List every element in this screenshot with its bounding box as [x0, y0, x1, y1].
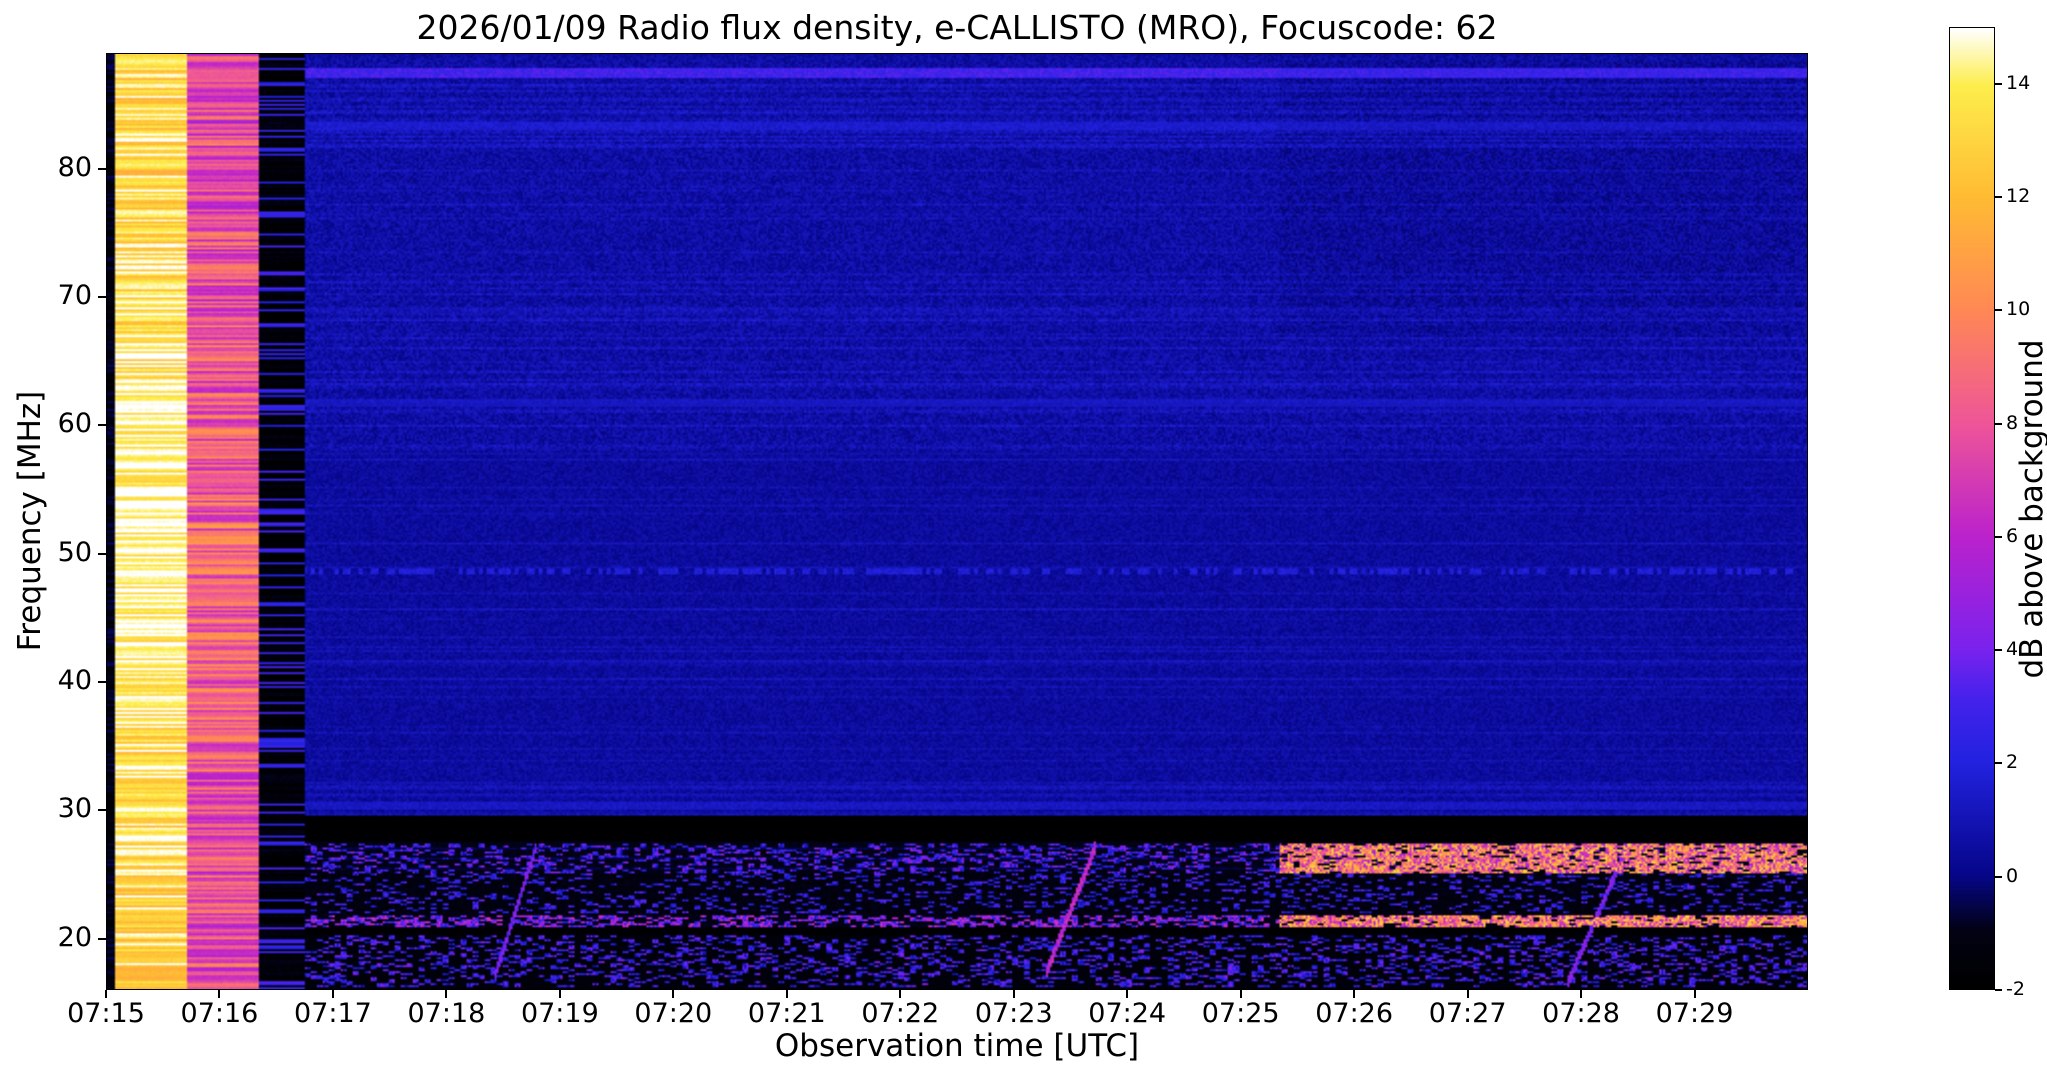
- y-tick-label: 30: [57, 793, 92, 825]
- x-tick-mark: [1239, 990, 1242, 998]
- y-tick-label: 40: [57, 664, 92, 696]
- x-axis-label: Observation time [UTC]: [774, 1028, 1140, 1064]
- x-tick-mark: [899, 990, 902, 998]
- x-tick-mark: [1466, 990, 1469, 998]
- colorbar-tick-label: 2: [2006, 751, 2019, 774]
- x-tick-mark: [1126, 990, 1129, 998]
- x-tick-label: 07:29: [1655, 998, 1734, 1029]
- y-tick-mark: [98, 937, 106, 940]
- x-tick-label: 07:26: [1315, 998, 1394, 1029]
- x-tick-mark: [445, 990, 448, 998]
- x-tick-mark: [672, 990, 675, 998]
- x-tick-mark: [1012, 990, 1015, 998]
- x-tick-label: 07:18: [407, 998, 486, 1029]
- x-tick-label: 07:22: [861, 998, 940, 1029]
- x-tick-label: 07:16: [180, 998, 259, 1029]
- x-tick-mark: [785, 990, 788, 998]
- x-tick-label: 07:27: [1428, 998, 1507, 1029]
- x-tick-mark: [331, 990, 334, 998]
- x-tick-label: 07:19: [520, 998, 599, 1029]
- colorbar-tick-label: 6: [2006, 524, 2019, 547]
- colorbar-label: dB above background: [2014, 339, 2047, 679]
- colorbar-tick-label: 10: [2006, 298, 2031, 321]
- y-tick-label: 50: [57, 536, 92, 568]
- colorbar-tick-mark: [1995, 535, 2002, 538]
- colorbar-canvas: [1950, 28, 1994, 989]
- colorbar-tick-mark: [1995, 82, 2002, 85]
- colorbar-tick-mark: [1995, 989, 2002, 991]
- colorbar-tick-mark: [1995, 309, 2002, 312]
- x-tick-label: 07:17: [294, 998, 372, 1029]
- x-tick-label: 07:25: [1201, 998, 1280, 1029]
- x-tick-label: 07:23: [974, 998, 1053, 1029]
- plot-title: 2026/01/09 Radio flux density, e-CALLIST…: [416, 8, 1498, 47]
- x-tick-mark: [558, 990, 561, 998]
- colorbar-tick-mark: [1995, 762, 2002, 765]
- y-tick-mark: [98, 809, 106, 812]
- x-tick-mark: [218, 990, 221, 998]
- y-tick-mark: [98, 552, 106, 555]
- colorbar-tick-mark: [1995, 195, 2002, 198]
- y-tick-label: 80: [57, 151, 92, 183]
- spectrogram-canvas: [107, 54, 1807, 989]
- y-tick-label: 20: [57, 921, 92, 953]
- y-tick-label: 60: [57, 408, 92, 440]
- colorbar-tick-label: 0: [2006, 864, 2019, 887]
- colorbar-tick-mark: [1995, 875, 2002, 878]
- colorbar-tick-label: -2: [2006, 978, 2025, 1000]
- colorbar-tick-label: 8: [2006, 411, 2019, 434]
- x-tick-label: 07:15: [67, 998, 145, 1029]
- y-tick-label: 70: [57, 279, 92, 311]
- x-tick-mark: [105, 990, 107, 998]
- colorbar: [1949, 27, 1995, 990]
- colorbar-tick-mark: [1995, 422, 2002, 425]
- y-tick-mark: [98, 680, 106, 683]
- x-tick-mark: [1580, 990, 1583, 998]
- colorbar-tick-label: 4: [2006, 638, 2019, 661]
- x-tick-label: 07:24: [1088, 998, 1167, 1029]
- x-tick-label: 07:21: [747, 998, 826, 1029]
- colorbar-tick-label: 14: [2006, 71, 2031, 94]
- x-tick-mark: [1693, 990, 1696, 998]
- x-tick-label: 07:28: [1542, 998, 1620, 1029]
- x-tick-label: 07:20: [634, 998, 713, 1029]
- y-tick-mark: [98, 424, 106, 427]
- plot-area: [106, 53, 1808, 990]
- x-tick-mark: [1353, 990, 1356, 998]
- y-tick-mark: [98, 295, 106, 298]
- colorbar-tick-mark: [1995, 649, 2002, 652]
- colorbar-tick-label: 12: [2006, 184, 2031, 207]
- y-tick-mark: [98, 167, 106, 170]
